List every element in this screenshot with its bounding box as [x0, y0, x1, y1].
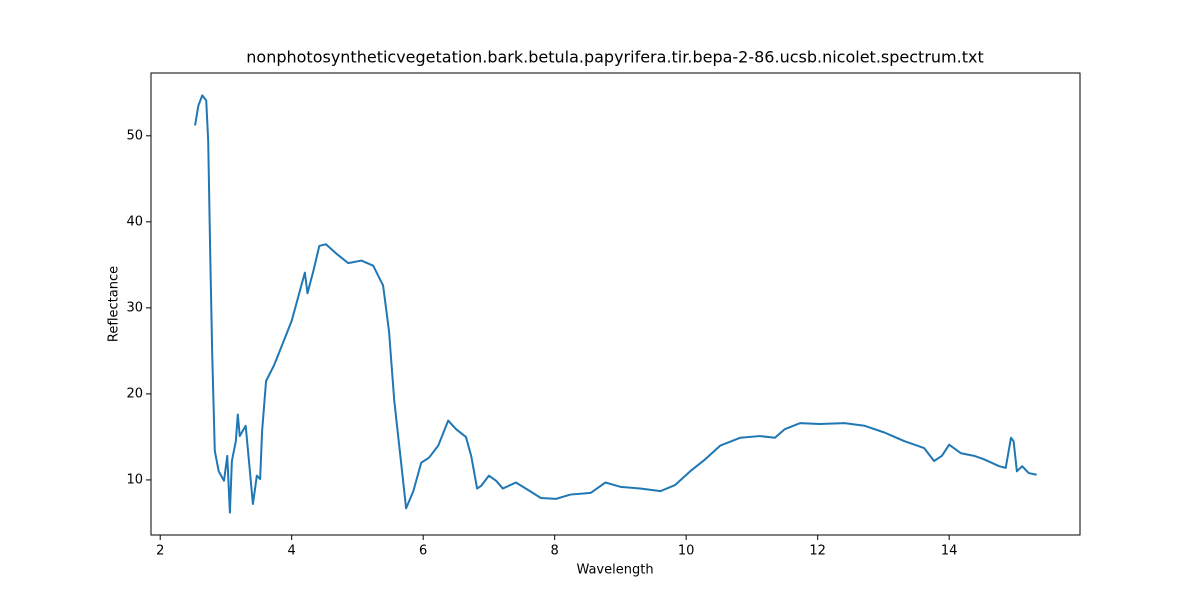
y-tick-label: 30: [126, 300, 143, 315]
y-tick-label: 10: [126, 472, 143, 487]
x-tick-label: 2: [156, 544, 164, 559]
y-tick-label: 20: [126, 386, 143, 401]
x-axis-label: Wavelength: [576, 563, 653, 578]
x-tick-label: 10: [678, 544, 695, 559]
chart-title: nonphotosyntheticvegetation.bark.betula.…: [246, 48, 983, 67]
y-tick-label: 50: [126, 128, 143, 143]
data-line: [194, 94, 1037, 514]
x-tick-label: 14: [941, 544, 958, 559]
x-tick-label: 4: [288, 544, 296, 559]
plot-frame: [150, 72, 1081, 536]
y-tick-label: 40: [126, 214, 143, 229]
x-tick-label: 6: [419, 544, 427, 559]
x-tick-label: 8: [551, 544, 559, 559]
x-tick-label: 12: [809, 544, 826, 559]
y-axis-label: Reflectance: [107, 266, 122, 342]
